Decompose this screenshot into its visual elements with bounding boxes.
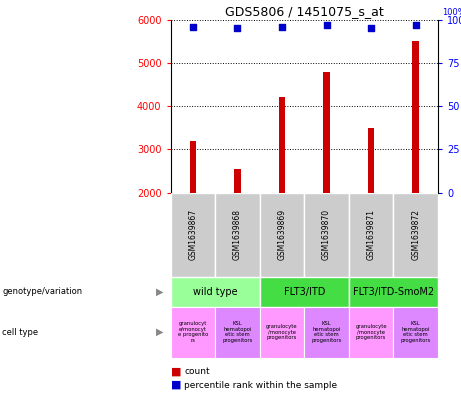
Point xyxy=(323,22,330,28)
Bar xyxy=(260,193,304,277)
Point xyxy=(278,24,286,30)
Point xyxy=(412,22,420,28)
Text: ▶: ▶ xyxy=(156,287,164,297)
Bar xyxy=(234,169,241,279)
Bar xyxy=(393,193,438,277)
Bar xyxy=(260,307,304,358)
Text: KSL
hematopoi
etic stem
progenitors: KSL hematopoi etic stem progenitors xyxy=(222,321,253,343)
Bar xyxy=(171,307,215,358)
Bar xyxy=(304,307,349,358)
Text: granulocyte
/monocyte
progenitors: granulocyte /monocyte progenitors xyxy=(355,324,387,340)
Bar xyxy=(215,307,260,358)
Bar xyxy=(349,277,438,307)
Bar xyxy=(278,97,285,279)
Text: ■: ■ xyxy=(171,366,181,376)
Bar xyxy=(215,193,260,277)
Text: ■: ■ xyxy=(171,380,181,390)
Point xyxy=(189,24,196,30)
Text: wild type: wild type xyxy=(193,287,237,297)
Text: GSM1639868: GSM1639868 xyxy=(233,209,242,260)
Text: 100%: 100% xyxy=(442,8,461,17)
Text: genotype/variation: genotype/variation xyxy=(2,287,83,296)
Text: FLT3/ITD-SmoM2: FLT3/ITD-SmoM2 xyxy=(353,287,434,297)
Text: GSM1639869: GSM1639869 xyxy=(278,209,286,261)
Bar xyxy=(304,193,349,277)
Text: granulocyte
/monocyte
progenitors: granulocyte /monocyte progenitors xyxy=(266,324,298,340)
Bar xyxy=(189,141,196,279)
Point xyxy=(367,25,375,31)
Text: cell type: cell type xyxy=(2,328,38,336)
Point xyxy=(234,25,241,31)
Text: GSM1639867: GSM1639867 xyxy=(189,209,197,261)
Text: GSM1639872: GSM1639872 xyxy=(411,209,420,260)
Title: GDS5806 / 1451075_s_at: GDS5806 / 1451075_s_at xyxy=(225,6,384,18)
Text: ▶: ▶ xyxy=(156,327,164,337)
Bar xyxy=(393,307,438,358)
Text: GSM1639871: GSM1639871 xyxy=(366,209,376,260)
Bar xyxy=(412,41,419,279)
Bar xyxy=(323,72,330,279)
Bar xyxy=(349,307,393,358)
Bar xyxy=(260,277,349,307)
Text: granulocyt
e/monocyt
e progenito
rs: granulocyt e/monocyt e progenito rs xyxy=(178,321,208,343)
Text: count: count xyxy=(184,367,210,376)
Text: GSM1639870: GSM1639870 xyxy=(322,209,331,261)
Text: FLT3/ITD: FLT3/ITD xyxy=(284,287,325,297)
Text: KSL
hematopoi
etic stem
progenitors: KSL hematopoi etic stem progenitors xyxy=(401,321,431,343)
Bar xyxy=(171,193,215,277)
Bar xyxy=(171,277,260,307)
Text: percentile rank within the sample: percentile rank within the sample xyxy=(184,381,337,389)
Bar xyxy=(368,128,374,279)
Bar xyxy=(349,193,393,277)
Text: KSL
hematopoi
etic stem
progenitors: KSL hematopoi etic stem progenitors xyxy=(311,321,342,343)
